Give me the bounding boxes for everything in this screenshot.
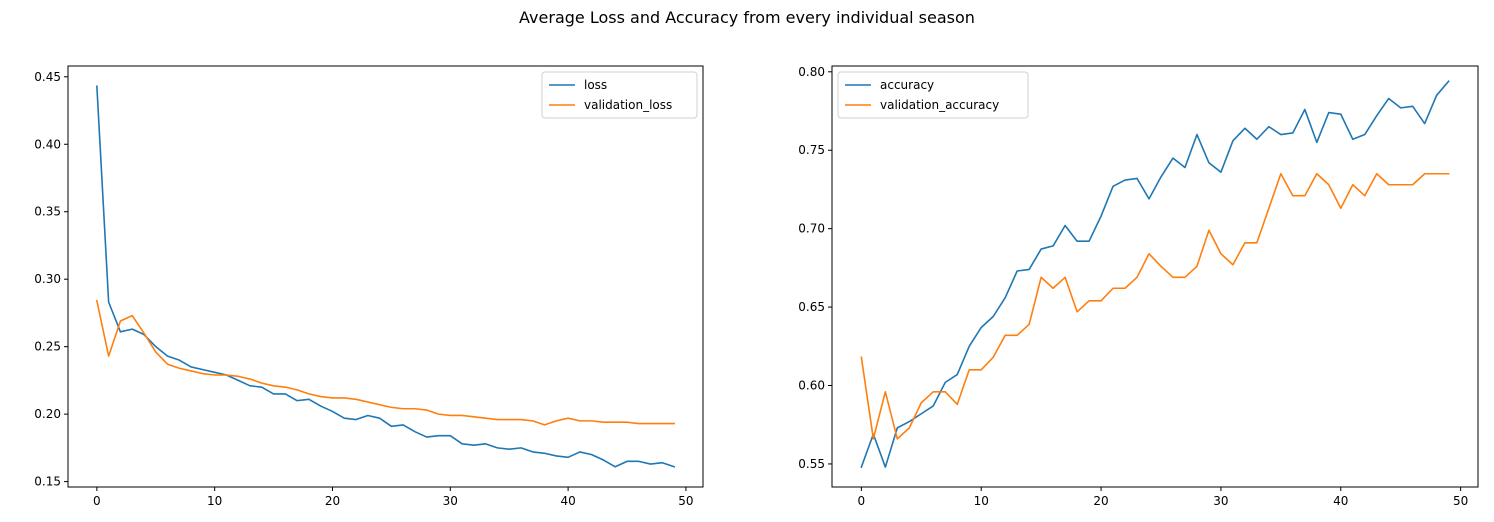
legend-entry-validation-accuracy: validation_accuracy [880, 98, 999, 112]
legend-box [837, 71, 1029, 119]
x-tick-label: 50 [678, 494, 693, 508]
axes-frame [67, 65, 704, 488]
series-line-validation-accuracy [860, 172, 1450, 440]
x-tick-label: 20 [325, 494, 340, 508]
series-line-validation-loss [95, 299, 675, 426]
y-tick-label: 0.75 [798, 143, 825, 157]
y-tick-label: 0.40 [34, 137, 61, 151]
y-tick-label: 0.70 [798, 222, 825, 236]
x-tick-label: 40 [560, 494, 575, 508]
legend-entry-accuracy: accuracy [880, 78, 934, 92]
y-tick-label: 0.20 [34, 407, 61, 421]
legend: loss validation_loss [541, 71, 698, 119]
y-tick-label: 0.30 [34, 272, 61, 286]
axes-frame [831, 65, 1479, 488]
y-tick-label: 0.55 [798, 457, 825, 471]
chart-loss: 0 10 20 30 40 50 0.15 0.20 0.25 0.30 0.35 0.40 0.45 l… [34, 65, 704, 508]
x-tick-label: 20 [1093, 494, 1108, 508]
legend-entry-validation-loss: validation_loss [584, 98, 672, 112]
x-tick-label: 0 [93, 494, 101, 508]
y-tick-label: 0.60 [798, 379, 825, 393]
x-tick-label: 0 [858, 494, 866, 508]
x-tick-label: 30 [443, 494, 458, 508]
series-line-loss [96, 85, 676, 468]
y-tick-label: 0.80 [798, 65, 825, 79]
y-tick-label: 0.25 [34, 340, 61, 354]
chart-accuracy: 0 10 20 30 40 50 0.55 0.60 0.65 0.70 0.75 0.80 accur… [798, 65, 1479, 508]
legend: accuracy validation_accuracy [837, 71, 1029, 119]
x-tick-label: 50 [1453, 494, 1468, 508]
y-tick-label: 0.45 [34, 70, 61, 84]
y-tick-label: 0.65 [798, 300, 825, 314]
x-tick-label: 40 [1333, 494, 1348, 508]
y-tick-label: 0.15 [34, 475, 61, 489]
y-tick-label: 0.35 [34, 205, 61, 219]
series-line-accuracy [860, 80, 1450, 469]
figure-title: Average Loss and Accuracy from every ind… [519, 8, 975, 27]
legend-entry-loss: loss [584, 78, 607, 92]
x-tick-label: 10 [974, 494, 989, 508]
x-tick-label: 10 [207, 494, 222, 508]
legend-box [541, 71, 698, 119]
x-tick-label: 30 [1213, 494, 1228, 508]
